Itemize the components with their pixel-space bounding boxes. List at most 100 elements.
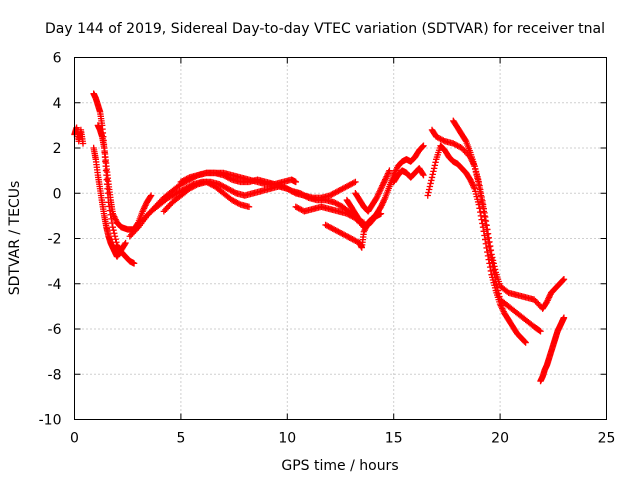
data-point xyxy=(110,227,117,234)
data-point xyxy=(481,209,488,217)
data-point xyxy=(245,203,253,211)
x-tick-label: 25 xyxy=(598,431,616,447)
data-point xyxy=(477,186,484,193)
data-point xyxy=(431,162,439,169)
y-tick-label: 0 xyxy=(53,186,62,202)
data-point xyxy=(424,192,431,199)
data-point xyxy=(521,338,529,346)
data-point xyxy=(350,179,358,186)
x-axis-label: GPS time / hours xyxy=(281,458,398,474)
series-track-12 xyxy=(390,165,427,186)
data-point xyxy=(429,171,436,178)
data-point xyxy=(479,220,486,227)
data-point xyxy=(491,263,498,270)
data-point xyxy=(479,201,487,208)
series-track-1 xyxy=(90,90,138,267)
x-tick-label: 15 xyxy=(385,431,403,447)
data-point xyxy=(484,230,492,237)
data-point xyxy=(419,143,426,150)
grid-lines xyxy=(74,57,607,420)
y-tick-label: 4 xyxy=(53,96,62,112)
data-point xyxy=(496,293,503,300)
data-point xyxy=(430,168,437,175)
y-tick-label: -2 xyxy=(48,232,62,248)
x-tick-labels: 0 5 10 15 20 25 xyxy=(70,431,615,447)
data-point xyxy=(130,260,138,267)
y-tick-label: -8 xyxy=(48,367,62,383)
series-track-2 xyxy=(90,144,129,260)
series-track-11 xyxy=(352,167,393,215)
series-tracks-a xyxy=(71,124,87,147)
chart-title: Day 144 of 2019, Sidereal Day-to-day VTE… xyxy=(45,21,605,37)
data-point xyxy=(147,193,154,200)
data-point xyxy=(430,165,438,172)
y-tick-label: -10 xyxy=(39,413,62,429)
data-point xyxy=(147,192,155,199)
series-track-10 xyxy=(343,142,427,231)
x-tick-label: 5 xyxy=(176,431,185,447)
data-point xyxy=(111,233,119,240)
y-axis-label: SDTVAR / TECUs xyxy=(7,181,23,296)
series-track-8 xyxy=(292,203,368,226)
y-tick-labels: -10 -8 -6 -4 -2 0 2 4 6 xyxy=(39,51,62,429)
data-point xyxy=(475,178,483,186)
data-point xyxy=(486,263,494,271)
data-point xyxy=(386,167,393,174)
data-point xyxy=(479,197,486,204)
data-point xyxy=(560,276,567,284)
series-track-3 xyxy=(94,122,155,233)
data-point xyxy=(560,314,568,321)
data-point xyxy=(420,142,427,149)
data-point xyxy=(109,223,117,231)
data-point xyxy=(560,276,568,283)
data-point xyxy=(487,246,495,254)
data-point xyxy=(111,230,118,237)
data-point xyxy=(425,189,432,196)
data-point xyxy=(462,136,469,144)
series-track-5 xyxy=(139,178,359,224)
data-point xyxy=(482,213,489,221)
data-point xyxy=(476,182,483,189)
data-point xyxy=(484,226,491,233)
y-tick-label: 6 xyxy=(53,51,62,67)
data-point xyxy=(489,254,496,261)
data-point xyxy=(477,190,485,197)
y-tick-label: 2 xyxy=(53,141,62,157)
data-point xyxy=(184,174,192,182)
data-point xyxy=(491,266,499,273)
data-point xyxy=(426,183,434,190)
y-tick-label: -4 xyxy=(48,277,62,293)
series-track-15 xyxy=(450,117,568,312)
data-point xyxy=(477,208,484,216)
data-point xyxy=(483,222,490,229)
data-point xyxy=(478,193,485,201)
data-point xyxy=(522,339,529,346)
data-point xyxy=(482,217,490,225)
data-point xyxy=(494,287,502,294)
plot-frame xyxy=(74,57,607,420)
data-point xyxy=(235,200,243,208)
data-point xyxy=(478,216,485,223)
data-point xyxy=(420,171,427,179)
data-point xyxy=(112,236,119,243)
series-track-14 xyxy=(428,126,544,335)
x-tick-label: 10 xyxy=(278,431,296,447)
data-point xyxy=(486,238,493,246)
data-point xyxy=(480,205,487,212)
data-point xyxy=(490,260,497,267)
data-point xyxy=(432,159,439,166)
data-point xyxy=(495,290,502,297)
data-point xyxy=(428,177,435,184)
data-point xyxy=(489,257,497,264)
x-tick-label: 0 xyxy=(70,431,79,447)
data-point xyxy=(231,189,239,196)
data-point xyxy=(485,234,492,241)
data-point xyxy=(485,256,492,263)
data-point xyxy=(537,328,544,335)
data-point xyxy=(352,178,359,186)
data-point xyxy=(427,180,434,187)
y-tick-label: -6 xyxy=(48,322,62,338)
series-track-7 xyxy=(177,169,300,188)
data-point xyxy=(428,174,436,181)
